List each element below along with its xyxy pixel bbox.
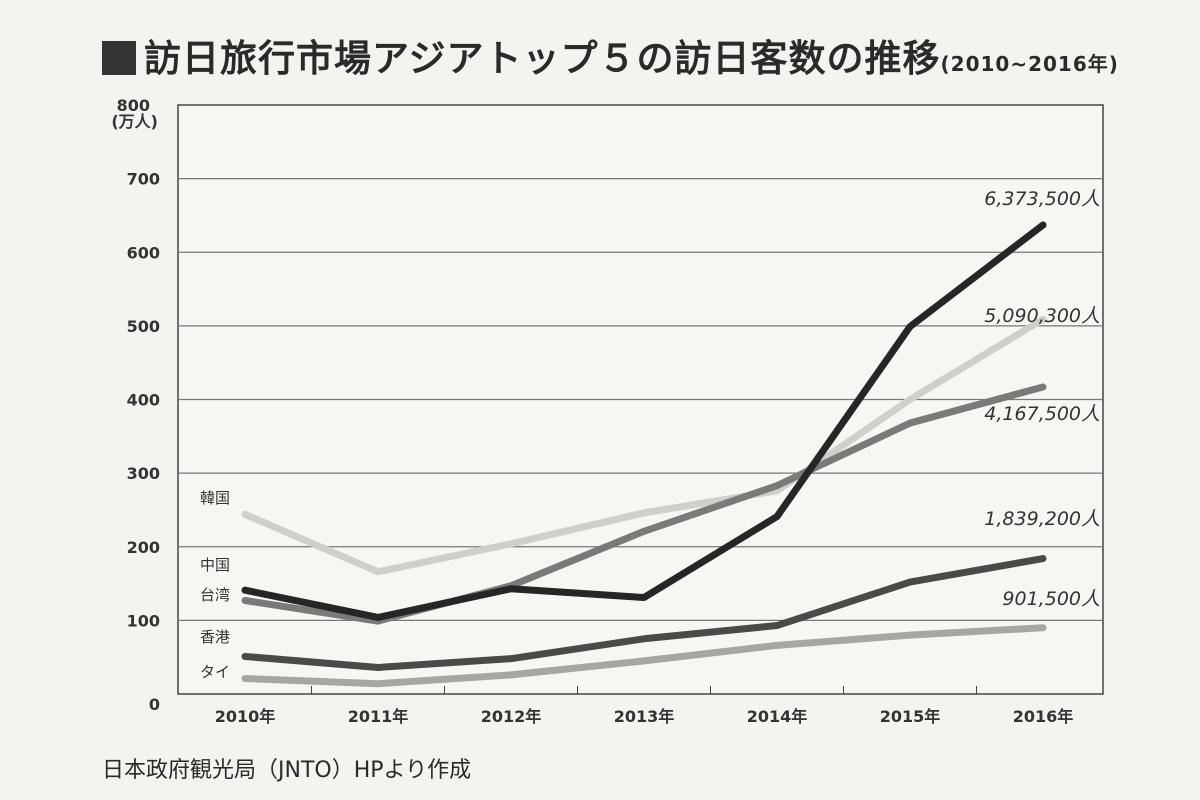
x-tick-label: 2015年 bbox=[880, 707, 941, 726]
series-label: 中国 bbox=[200, 556, 230, 574]
chart-title: 訪日旅行市場アジアトップ５の訪日客数の推移(2010~2016年) bbox=[102, 28, 1119, 82]
end-data-label: 4,167,500人 bbox=[984, 403, 1100, 425]
x-tick-label: 2016年 bbox=[1013, 707, 1074, 726]
end-data-label: 901,500人 bbox=[1002, 588, 1100, 610]
y-tick-label: 800 bbox=[117, 96, 150, 115]
y-tick-label: 300 bbox=[127, 464, 160, 483]
end-data-label: 6,373,500人 bbox=[984, 188, 1100, 210]
x-tick-label: 2014年 bbox=[747, 707, 808, 726]
end-data-label: 1,839,200人 bbox=[984, 508, 1100, 530]
y-tick-label: 0 bbox=[149, 695, 160, 714]
y-tick-label: 400 bbox=[127, 391, 160, 410]
y-tick-label: 600 bbox=[127, 243, 160, 262]
series-label: 韓国 bbox=[200, 489, 230, 507]
x-tick-label: 2010年 bbox=[215, 707, 276, 726]
title-main: 訪日旅行市場アジアトップ５の訪日客数の推移 bbox=[144, 37, 941, 80]
y-tick-label: 100 bbox=[127, 611, 160, 630]
x-tick-label: 2011年 bbox=[348, 707, 409, 726]
x-tick-label: 2013年 bbox=[614, 707, 675, 726]
y-tick-label: 200 bbox=[127, 538, 160, 557]
series-label: タイ bbox=[200, 663, 230, 681]
x-tick-label: 2012年 bbox=[481, 707, 542, 726]
source-note: 日本政府観光局（JNTO）HPより作成 bbox=[102, 758, 472, 783]
title-sub: (2010~2016年) bbox=[940, 52, 1119, 76]
y-tick-label: 500 bbox=[127, 317, 160, 336]
square-bullet-icon bbox=[102, 41, 136, 75]
series-label: 香港 bbox=[200, 628, 230, 646]
y-axis-unit: (万人) bbox=[111, 112, 158, 131]
end-data-label: 5,090,300人 bbox=[984, 305, 1100, 327]
y-tick-label: 700 bbox=[127, 170, 160, 189]
series-label: 台湾 bbox=[200, 586, 230, 604]
